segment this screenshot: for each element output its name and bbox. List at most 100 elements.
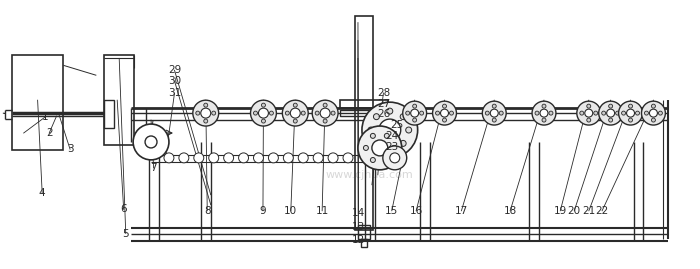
Circle shape [204,119,208,123]
Circle shape [298,153,308,163]
Circle shape [609,118,612,122]
Circle shape [209,153,218,163]
Text: 19: 19 [554,206,567,216]
Text: 3: 3 [66,144,74,154]
Bar [340,110,388,116]
Circle shape [384,158,389,162]
Circle shape [293,103,298,107]
Circle shape [584,109,593,117]
Circle shape [323,103,327,107]
Circle shape [650,109,657,117]
Circle shape [258,108,268,118]
Circle shape [532,101,556,125]
Circle shape [282,100,308,126]
Text: 26: 26 [377,109,390,119]
Circle shape [204,103,208,107]
Text: 18: 18 [503,206,517,216]
Circle shape [239,153,248,163]
Circle shape [607,109,615,117]
Circle shape [609,104,612,108]
Circle shape [368,127,374,133]
Bar [104,100,114,128]
Text: 16: 16 [410,206,423,216]
Circle shape [370,133,375,138]
Circle shape [320,108,330,118]
Circle shape [372,140,388,156]
Circle shape [619,101,643,125]
Circle shape [659,111,662,115]
Circle shape [580,111,584,115]
Circle shape [499,111,503,115]
Text: 27: 27 [377,99,390,109]
Circle shape [284,153,293,163]
Circle shape [301,111,305,115]
Circle shape [193,100,218,126]
Circle shape [641,101,666,125]
Circle shape [400,140,406,146]
Circle shape [549,111,553,115]
Circle shape [406,127,412,133]
Circle shape [594,111,598,115]
Text: 5: 5 [122,229,129,239]
Circle shape [413,104,416,108]
Circle shape [358,126,402,170]
Text: 7: 7 [150,163,157,173]
Circle shape [419,111,424,115]
Text: 11: 11 [316,206,329,216]
Circle shape [587,118,591,122]
Bar [358,225,370,239]
Circle shape [224,153,234,163]
Bar [104,55,134,145]
Circle shape [615,111,620,115]
Circle shape [201,108,211,118]
Circle shape [413,118,416,122]
Circle shape [370,158,375,162]
Circle shape [164,153,174,163]
Circle shape [622,111,626,115]
Circle shape [194,153,204,163]
Text: 6: 6 [120,204,127,214]
Text: 24: 24 [385,131,398,141]
Circle shape [435,111,440,115]
Circle shape [313,153,323,163]
Circle shape [645,111,648,115]
Circle shape [293,119,298,123]
Circle shape [387,146,393,152]
Circle shape [328,153,338,163]
Circle shape [363,146,368,150]
Bar [361,239,367,247]
Circle shape [482,101,506,125]
Text: 10: 10 [284,206,298,216]
Circle shape [270,111,274,115]
Circle shape [577,101,601,125]
Circle shape [253,111,258,115]
Text: 28: 28 [377,88,390,98]
Circle shape [145,136,157,148]
Circle shape [312,100,338,126]
Text: 20: 20 [568,206,581,216]
Circle shape [253,153,263,163]
Circle shape [433,101,456,125]
Circle shape [442,104,447,108]
Circle shape [286,111,289,115]
Circle shape [383,146,407,170]
Circle shape [384,133,389,138]
Circle shape [629,118,633,122]
Bar [340,100,388,108]
Text: 12: 12 [351,235,365,245]
Circle shape [485,111,489,115]
Text: 23: 23 [385,141,398,151]
Text: 13: 13 [351,222,365,232]
Circle shape [587,104,591,108]
Circle shape [290,108,300,118]
Circle shape [540,109,548,117]
Circle shape [542,104,546,108]
Circle shape [179,153,189,163]
Circle shape [211,111,216,115]
Text: www.cjhua.com: www.cjhua.com [326,170,414,180]
Circle shape [652,118,655,122]
Text: 1: 1 [42,112,48,122]
Circle shape [411,109,419,117]
Text: L: L [150,120,155,130]
Text: 25: 25 [391,120,404,130]
